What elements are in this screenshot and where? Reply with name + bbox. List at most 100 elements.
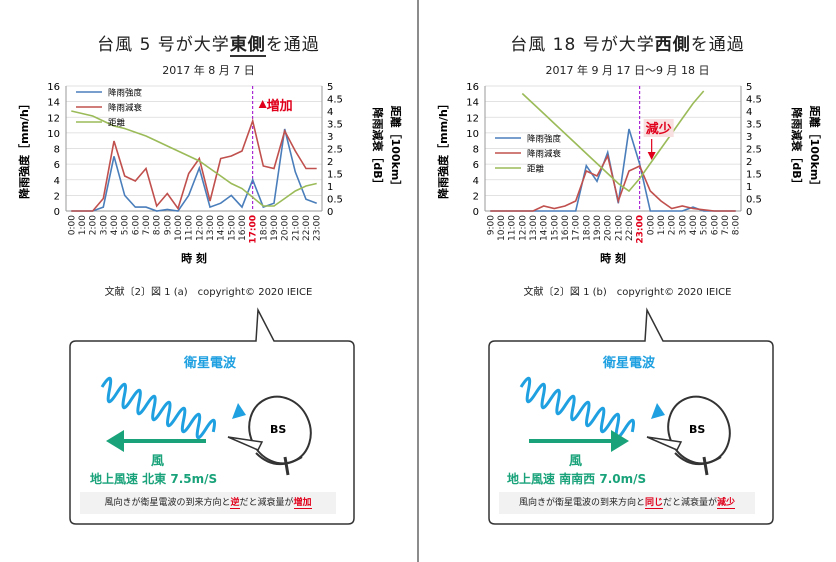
series-line [71,118,317,212]
y2-tick-label: 4.5 [327,95,343,106]
y2-tick-label: 0 [746,207,752,218]
x-tick-label: 13:00 [529,215,539,241]
title-prefix: 台風 [510,35,547,55]
bs-dish-icon: BS [227,395,312,476]
title-suffix: を通過 [265,35,320,55]
series-line [71,128,317,212]
panel-title: 台風 5 号が大学東側を通過 [0,30,417,57]
x-tick-label: 20:00 [604,215,614,241]
series-line [71,110,317,207]
wind-arrowhead-icon [106,430,124,452]
x-tick-label: 8:00 [732,215,742,235]
x-tick-label: 6:00 [131,215,141,235]
x-tick-label: 16:00 [561,215,571,241]
y2-tick-label: 1.5 [327,170,343,181]
y-tick-label: 6 [473,160,479,171]
panel-left: 台風 5 号が大学東側を通過 2017 年 8 月 7 日 0 2 4 6 8 10 12 1… [0,0,417,562]
y2-tick-label: 5 [746,82,752,93]
legend-label: 降雨減衰 [527,149,562,160]
x-tick-label: 4:00 [110,215,120,235]
y-tick-label: 4 [54,176,60,187]
y2-axis-title-a: 降雨減衰［dB］ [371,107,385,189]
x-tick-label: 5:00 [700,215,710,235]
illustration-right: 衛星電波 BS 風 地上風速 南南西 7.0m/S [488,307,774,525]
y-tick-label: 2 [473,191,479,202]
x-tick-label: 9:00 [486,215,496,235]
x-tick-label: 11:00 [185,215,195,241]
x-axis-title: 時 刻 [600,251,626,265]
y2-axis-title-b: 距離［100km］ [389,106,403,192]
speech-bubble [488,307,774,525]
y2-tick-label: 3.5 [327,120,343,131]
x-tick-label: 19:00 [270,215,280,241]
panel-title: 台風 18 号が大学西側を通過 [419,30,836,55]
x-tick-label: 1:00 [78,215,88,235]
note-box: 風向きが衛星電波の到来方向と同じだと減衰量が減少 [499,492,755,514]
wind-label: 風 [569,454,582,469]
note-box: 風向きが衛星電波の到来方向と逆だと減衰量が増加 [80,492,336,514]
figure-caption: 文献〔2〕図 1 (a) copyright© 2020 IEICE [104,287,313,298]
x-tick-label: 17:00 [572,215,582,241]
signal-arrowhead-icon [232,403,246,419]
x-tick-label: 7:00 [721,215,731,235]
y-tick-label: 16 [466,82,479,93]
x-tick-label: 8:00 [153,215,163,235]
x-tick-label: 9:00 [163,215,173,235]
y2-tick-label: 0.5 [746,195,762,206]
bs-dish-icon: BS [646,395,731,476]
y2-tick-label: 3 [746,132,752,143]
y2-tick-label: 4.5 [746,95,762,106]
y-tick-label: 0 [54,207,60,218]
bs-label: BS [689,423,705,436]
x-tick-label: 10:00 [497,215,507,241]
x-tick-label: 23:00 [313,215,323,241]
x-tick-label: 19:00 [593,215,603,241]
title-suffix: を通過 [690,35,745,55]
x-tick-label: 12:00 [195,215,205,241]
y2-tick-label: 1 [327,182,333,193]
x-tick-label: 21:00 [614,215,624,241]
illustration-left: 衛星電波 BS 風 地上風速 北東 7.5m/S [69,307,355,525]
wind-arrowhead-icon [611,430,629,452]
x-tick-label: 16:00 [238,215,248,241]
chart-date: 2017 年 8 月 7 日 [162,64,255,77]
signal-label: 衛星電波 [602,355,656,371]
y-tick-label: 14 [47,98,60,109]
x-tick-label: 1:00 [657,215,667,235]
y2-tick-label: 2 [746,157,752,168]
title-number: 5 号が大学 [139,35,230,55]
x-tick-label: 21:00 [291,215,301,241]
signal-wave-icon [100,376,216,440]
callout-label: 減少 [646,121,672,137]
y-tick-label: 4 [473,176,479,187]
x-tick-label: 2:00 [668,215,678,235]
x-tick-label: 0:00 [646,215,656,235]
y-tick-label: 6 [54,160,60,171]
callout-bg [643,119,674,137]
y2-tick-label: 3 [327,132,333,143]
y-tick-label: 14 [466,98,479,109]
x-tick-label: 22:00 [302,215,312,241]
x-tick-label: 3:00 [678,215,688,235]
x-tick-label: 2:00 [89,215,99,235]
callout-arrowhead-icon [647,152,656,160]
speech-bubble [69,307,355,525]
legend-label: 降雨減衰 [108,103,143,114]
x-tick-label: 11:00 [508,215,518,241]
x-tick-label: 18:00 [582,215,592,241]
y2-tick-label: 2 [327,157,333,168]
callout-arrow-icon [258,100,267,108]
x-tick-label: 23:00 [636,215,646,244]
x-tick-label: 6:00 [710,215,720,235]
signal-arrowhead-icon [651,403,665,419]
bs-label: BS [270,423,286,436]
x-tick-label: 17:00 [249,215,259,244]
callout-label: 増加 [267,98,293,114]
title-emphasis: 西側 [654,35,691,55]
y-tick-label: 12 [47,113,60,124]
x-tick-label: 13:00 [206,215,216,241]
x-axis-title: 時 刻 [181,251,207,265]
x-tick-label: 0:00 [67,215,77,235]
x-tick-label: 10:00 [174,215,184,241]
title-emphasis: 東側 [229,35,266,57]
